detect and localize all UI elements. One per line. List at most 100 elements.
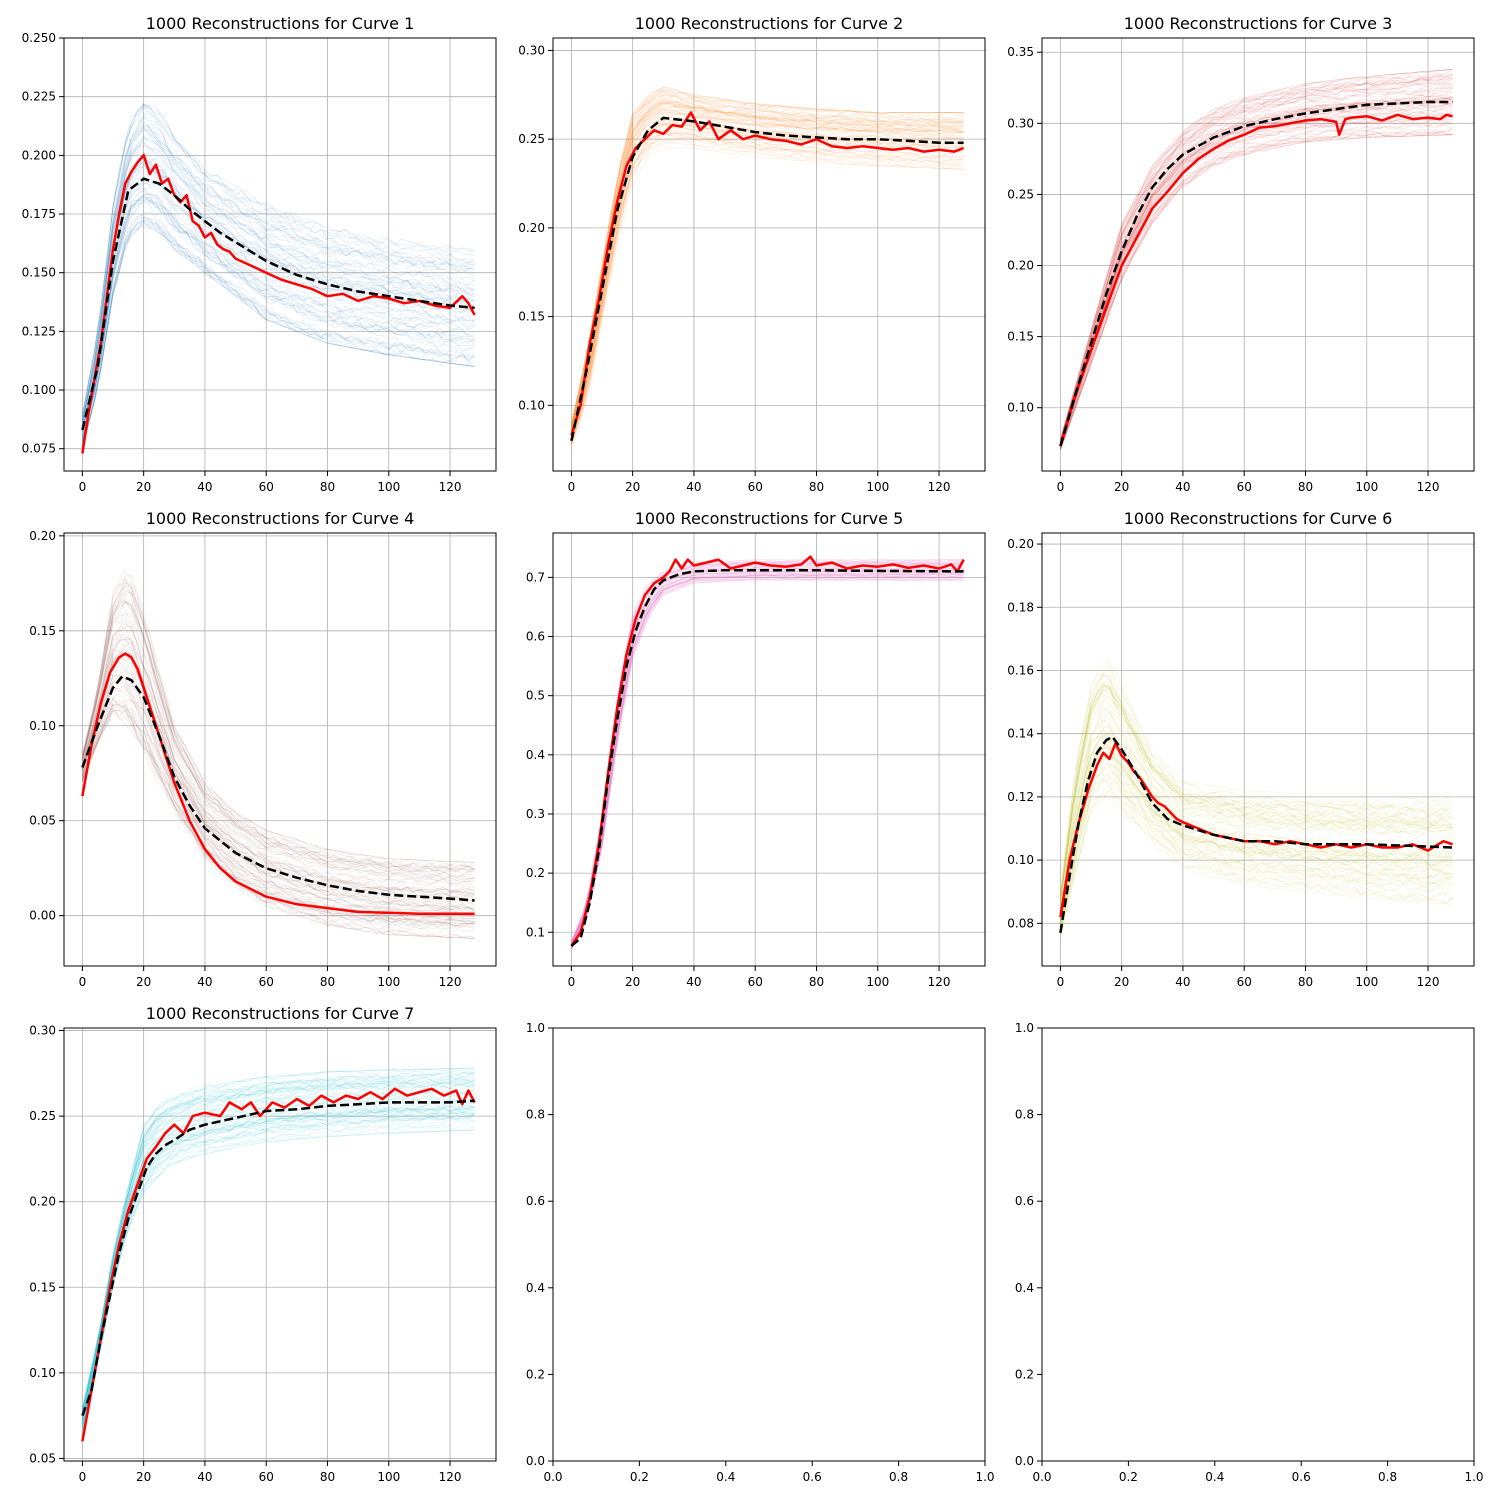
chart-panel-2: 0 20 40 60 80 100 120 0.10 0.15 0.20 0.25 0.30 1000 … xyxy=(518,14,986,494)
reconstruction-trace xyxy=(571,561,964,943)
reconstruction-trace xyxy=(571,104,964,433)
reconstruction-trace xyxy=(82,1084,475,1412)
reconstruction-trace xyxy=(82,1071,475,1412)
reconstruction-trace xyxy=(1060,693,1453,903)
reconstruction-trace xyxy=(571,96,964,428)
y-tick-label: 0.20 xyxy=(518,221,545,235)
reconstruction-trace xyxy=(571,90,964,427)
reconstruction-trace xyxy=(82,116,475,421)
reconstruction-trace xyxy=(82,145,475,428)
reconstruction-trace xyxy=(82,128,475,423)
reconstruction-trace xyxy=(1060,134,1453,450)
reconstruction-trace xyxy=(1060,732,1453,918)
reconstruction-trace xyxy=(571,95,964,426)
reconstruction-trace xyxy=(82,194,475,442)
reconstruction-trace xyxy=(571,99,964,430)
x-tick-label: 0.2 xyxy=(630,1470,649,1484)
reconstruction-trace xyxy=(571,131,964,442)
reconstruction-trace xyxy=(1060,95,1453,444)
reconstruction-trace xyxy=(571,100,964,430)
reconstruction-trace xyxy=(82,697,475,939)
reconstruction-trace xyxy=(571,140,964,447)
reconstruction-trace xyxy=(571,562,964,945)
reconstruction-trace xyxy=(82,665,475,917)
reconstruction-trace xyxy=(1060,684,1453,900)
reconstruction-trace xyxy=(82,181,475,438)
x-tick-label: 120 xyxy=(1417,480,1440,494)
y-tick-label: 0.20 xyxy=(1007,259,1034,273)
reconstruction-trace xyxy=(571,86,964,424)
reconstruction-trace xyxy=(82,217,475,447)
y-tick-label: 0.25 xyxy=(1007,187,1034,201)
reconstruction-trace xyxy=(82,200,475,443)
x-tick-label: 0.2 xyxy=(1119,1470,1138,1484)
reconstruction-trace xyxy=(1060,115,1453,448)
x-tick-label: 40 xyxy=(1175,480,1190,494)
y-tick-label: 0.20 xyxy=(29,529,56,543)
reconstruction-trace xyxy=(82,196,475,442)
reconstruction-trace xyxy=(571,100,964,429)
x-tick-label: 20 xyxy=(136,480,151,494)
reconstruction-trace xyxy=(82,190,475,439)
y-tick-label: 0.00 xyxy=(29,909,56,923)
plot-area xyxy=(570,86,965,450)
reconstruction-trace xyxy=(1060,671,1453,897)
y-tick-label: 0.15 xyxy=(1007,330,1034,344)
x-tick-label: 20 xyxy=(1114,480,1129,494)
y-tick-label: 0.6 xyxy=(526,630,545,644)
reconstruction-trace xyxy=(1060,750,1453,925)
reconstruction-trace xyxy=(82,175,475,436)
reconstruction-trace xyxy=(82,593,475,872)
reconstruction-trace xyxy=(82,1113,475,1430)
reconstruction-trace xyxy=(1060,68,1453,441)
reconstruction-trace xyxy=(82,578,475,873)
reconstruction-trace xyxy=(571,579,964,950)
reconstruction-trace xyxy=(1060,97,1453,446)
observed-curve-line xyxy=(570,111,965,436)
x-tick-label: 60 xyxy=(1237,975,1252,989)
reconstruction-trace xyxy=(571,574,964,949)
x-tick-label: 0 xyxy=(1057,975,1065,989)
reconstruction-trace xyxy=(571,101,964,431)
y-tick-label: 0.125 xyxy=(22,324,56,338)
reconstruction-trace xyxy=(82,600,475,877)
chart-panel-7: 0 20 40 60 80 100 120 0.05 0.10 0.15 0.20 0.25 0.30 1… xyxy=(29,1004,497,1484)
reconstruction-trace xyxy=(571,125,964,441)
x-tick-label: 80 xyxy=(809,975,824,989)
reconstruction-trace xyxy=(82,1121,475,1433)
reconstruction-trace xyxy=(82,1112,475,1425)
reconstruction-trace xyxy=(82,137,475,424)
reconstruction-trace xyxy=(1060,123,1453,450)
y-tick-label: 0.4 xyxy=(1015,1281,1034,1295)
mean-reconstruction-line xyxy=(570,116,964,442)
reconstruction-trace xyxy=(571,567,964,945)
reconstruction-trace xyxy=(1060,104,1453,446)
reconstruction-trace xyxy=(571,116,964,437)
axes-frame xyxy=(552,1027,986,1462)
reconstruction-trace xyxy=(571,87,964,425)
x-tick-label: 0.8 xyxy=(889,1470,908,1484)
reconstruction-trace xyxy=(82,193,475,440)
x-tick-label: 0 xyxy=(568,975,576,989)
y-tick-label: 0.30 xyxy=(518,43,545,57)
reconstruction-trace xyxy=(571,93,964,427)
reconstruction-trace xyxy=(82,1113,475,1424)
reconstruction-trace xyxy=(1060,773,1453,930)
reconstruction-trace xyxy=(571,560,964,942)
plot-area xyxy=(1059,660,1453,940)
reconstruction-trace xyxy=(571,131,964,444)
reconstruction-trace xyxy=(571,561,964,945)
observed-curve-line xyxy=(81,1087,476,1442)
reconstruction-trace xyxy=(82,1067,475,1409)
reconstruction-trace xyxy=(1060,82,1453,443)
reconstruction-trace xyxy=(82,577,475,863)
reconstruction-trace xyxy=(1060,744,1453,923)
reconstruction-trace xyxy=(571,111,964,436)
x-tick-label: 120 xyxy=(928,480,951,494)
reconstruction-trace xyxy=(1060,778,1453,932)
y-tick-label: 0.10 xyxy=(29,719,56,733)
x-tick-label: 80 xyxy=(1298,480,1313,494)
reconstruction-trace xyxy=(571,90,964,427)
reconstruction-trace xyxy=(1060,68,1453,441)
reconstruction-trace xyxy=(1060,687,1453,901)
